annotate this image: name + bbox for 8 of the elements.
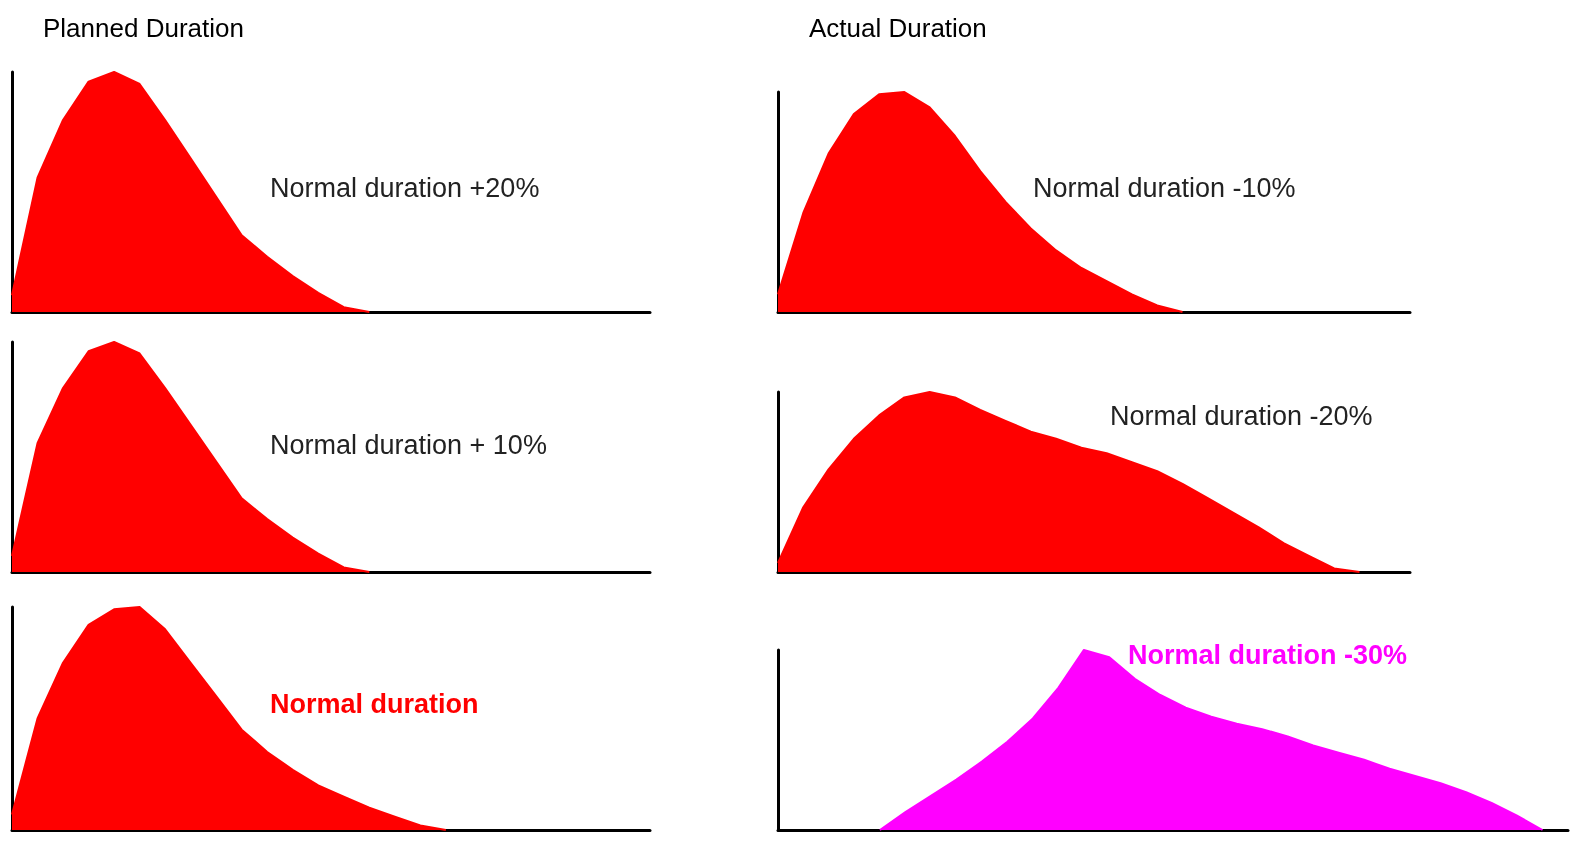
annotation: Normal duration -10% — [1033, 172, 1296, 203]
annotation: Normal duration + 10% — [270, 429, 547, 460]
annotation: Normal duration +20% — [270, 172, 540, 203]
annotation: Normal duration — [270, 688, 479, 719]
chart-title: Actual Duration — [809, 13, 987, 43]
annotation: Normal duration -20% — [1110, 400, 1373, 431]
chart-title: Planned Duration — [43, 13, 244, 43]
annotation: Normal duration -30% — [1128, 639, 1408, 670]
